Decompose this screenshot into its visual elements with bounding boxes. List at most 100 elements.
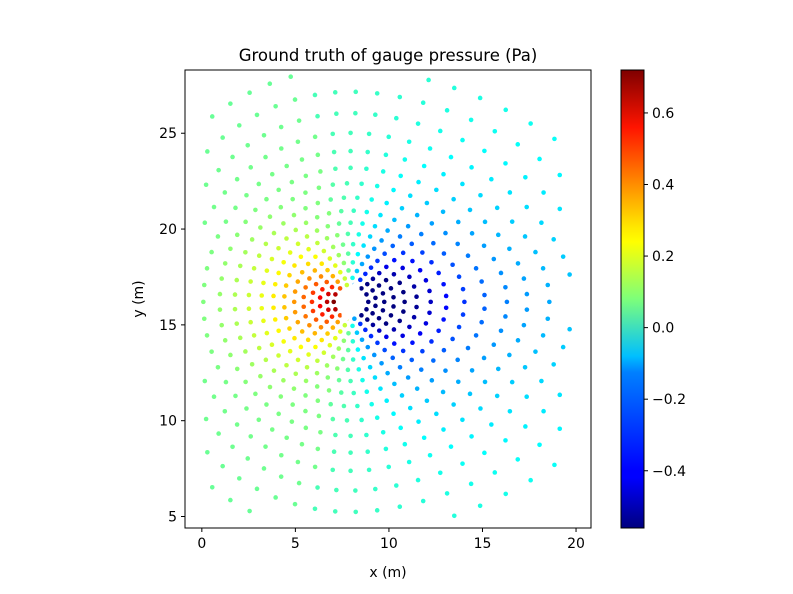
pressure-point [331,149,337,155]
pressure-point [236,476,242,481]
pressure-point [234,321,240,326]
pressure-point [228,246,233,252]
pressure-point [383,277,389,283]
pressure-point [320,312,325,317]
pressure-point [391,411,396,417]
pressure-point [371,246,377,252]
pressure-point [328,401,334,407]
pressure-point [205,149,210,154]
pressure-point [467,207,473,213]
pressure-point [350,339,356,344]
pressure-point [222,261,228,266]
pressure-point [201,316,207,322]
pressure-point [291,386,297,391]
pressure-point [381,299,387,305]
pressure-point [234,232,240,238]
pressure-point [380,430,386,435]
pressure-point [318,430,323,435]
pressure-point [329,284,335,290]
pressure-point [473,333,479,338]
pressure-point [460,286,466,292]
pressure-point [368,265,374,270]
pressure-point [365,149,371,155]
pressure-point [373,486,378,492]
pressure-point [390,355,396,361]
pressure-point [351,390,357,396]
pressure-point [524,291,530,297]
pressure-point [489,176,494,182]
pressure-point [335,279,341,285]
pressure-point [354,268,360,274]
pressure-point [465,253,471,259]
pressure-point [456,324,462,330]
pressure-point [209,484,215,490]
pressure-point [397,318,403,324]
pressure-point [292,97,298,102]
colorbar-tick-label: 0.6 [652,106,674,122]
pressure-point [382,251,387,256]
pressure-point [455,219,461,225]
pressure-point [340,242,346,247]
pressure-point [267,384,273,390]
y-tick-label: 25 [159,126,177,142]
pressure-point [303,205,308,211]
pressure-point [295,139,301,145]
pressure-point [391,327,397,332]
pressure-point [264,196,269,202]
pressure-point [427,146,433,151]
pressure-point [374,183,380,189]
pressure-point [434,187,439,193]
pressure-point [414,294,419,300]
pressure-point [269,427,275,432]
pressure-point [281,221,286,226]
pressure-point [246,306,252,312]
pressure-point [350,275,355,281]
pressure-point [434,411,439,417]
pressure-point [355,195,360,201]
pressure-point [378,212,383,218]
pressure-point [344,418,350,423]
pressure-point [462,299,467,305]
pressure-point [254,112,260,118]
pressure-point [365,449,371,455]
pressure-point [366,467,372,473]
pressure-point [451,196,456,202]
pressure-point [375,340,380,346]
pressure-point [331,449,337,455]
pressure-point [421,163,427,169]
pressure-point [482,148,487,154]
pressure-point [545,316,551,322]
pressure-point [317,303,323,309]
pressure-point [541,408,546,414]
pressure-point [503,285,508,290]
pressure-point [278,204,284,210]
pressure-point [358,277,363,283]
pressure-point [237,335,243,341]
pressure-point [271,230,277,236]
pressure-point [398,173,404,179]
pressure-point [385,370,390,376]
pressure-point [314,384,320,389]
pressure-point [326,307,331,312]
pressure-point [482,292,487,298]
pressure-point [303,425,309,431]
pressure-point [326,291,331,297]
pressure-point [406,459,412,465]
pressure-point [507,408,513,414]
pressure-point [524,204,529,210]
pressure-point [394,115,399,121]
pressure-point [314,370,320,376]
pressure-point [450,336,455,342]
pressure-point [383,446,389,452]
pressure-point [409,357,415,363]
pressure-point [540,266,546,271]
pressure-point [346,330,351,336]
pressure-point [333,166,338,172]
pressure-point [524,394,529,400]
pressure-point [334,111,339,117]
pressure-point [524,307,530,312]
pressure-point [348,450,353,455]
pressure-point [557,206,563,212]
y-axis: 5 10 15 20 25 [159,126,185,526]
pressure-point [388,313,394,318]
